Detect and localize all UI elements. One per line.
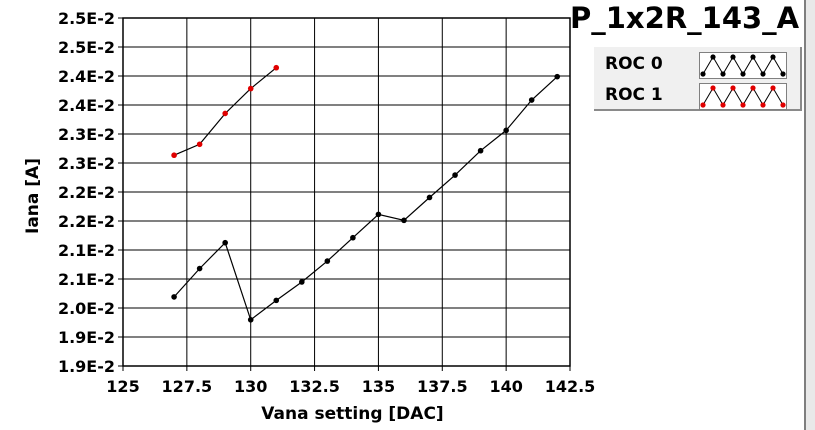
x-tick-label: 132.5 xyxy=(289,377,340,396)
data-point-1 xyxy=(273,64,280,71)
legend-marker xyxy=(710,85,716,91)
y-tick-label: 2.1E-2 xyxy=(58,270,115,289)
legend-entry-roc1: ROC 1 xyxy=(594,81,800,111)
y-tick-label: 2.5E-2 xyxy=(58,9,115,28)
legend-marker xyxy=(730,85,736,91)
data-point-1 xyxy=(171,152,177,159)
legend-marker xyxy=(720,71,726,77)
y-tick-label: 2.1E-2 xyxy=(58,241,115,260)
data-point-0 xyxy=(196,265,203,272)
x-tick-label: 130 xyxy=(234,377,267,396)
legend: ROC 0 ROC 1 xyxy=(594,47,802,111)
legend-marker xyxy=(740,71,746,77)
data-point-0 xyxy=(452,172,458,178)
x-axis-title: Vana setting [DAC] xyxy=(261,404,443,424)
y-tick-label: 2.2E-2 xyxy=(58,212,115,231)
data-point-1 xyxy=(222,110,228,117)
y-tick-label: 2.4E-2 xyxy=(58,67,115,86)
legend-marker xyxy=(780,102,786,108)
x-tick-label: 137.5 xyxy=(417,377,468,396)
series-line-0 xyxy=(173,76,558,321)
data-point-1 xyxy=(196,141,203,148)
legend-label-roc0: ROC 0 xyxy=(605,54,663,74)
legend-entry-roc0: ROC 0 xyxy=(594,50,800,80)
legend-marker xyxy=(700,102,706,108)
y-tick-label: 2.5E-2 xyxy=(58,38,115,57)
legend-swatch-roc1 xyxy=(699,83,787,110)
data-point-0 xyxy=(171,294,177,300)
plot-frame xyxy=(122,17,571,367)
data-point-0 xyxy=(528,97,535,103)
window-frame-edge xyxy=(804,0,815,430)
data-point-0 xyxy=(222,239,228,246)
legend-line-roc1-icon xyxy=(700,85,786,108)
legend-line-roc0-icon xyxy=(700,54,786,77)
legend-marker xyxy=(770,54,776,60)
legend-marker xyxy=(770,85,776,91)
legend-swatch-roc0 xyxy=(699,52,787,79)
y-tick-label: 2.3E-2 xyxy=(58,154,115,173)
y-tick-label: 2.2E-2 xyxy=(58,183,115,202)
x-tick-label: 135 xyxy=(362,377,395,396)
data-point-0 xyxy=(426,194,433,201)
y-tick-label: 2.3E-2 xyxy=(58,125,115,144)
legend-marker xyxy=(760,71,766,77)
data-point-0 xyxy=(247,316,254,323)
legend-label-roc1: ROC 1 xyxy=(605,85,663,105)
data-point-0 xyxy=(324,258,331,264)
y-tick-label: 2.4E-2 xyxy=(58,96,115,115)
y-tick-label: 2.0E-2 xyxy=(58,299,115,318)
x-tick-label: 127.5 xyxy=(162,377,213,396)
data-point-0 xyxy=(273,297,280,304)
chart-title: P_1x2R_143_A xyxy=(570,1,800,35)
x-tick-label: 125 xyxy=(106,377,139,396)
legend-marker xyxy=(710,54,716,60)
data-point-0 xyxy=(503,127,509,134)
y-axis-title: Iana [A] xyxy=(23,158,43,234)
legend-marker xyxy=(780,71,786,77)
y-tick-label: 1.9E-2 xyxy=(58,357,115,376)
data-point-0 xyxy=(350,234,356,241)
data-point-1 xyxy=(247,85,254,92)
y-tick-label: 1.9E-2 xyxy=(58,328,115,347)
x-tick-label: 140 xyxy=(489,377,522,396)
legend-marker xyxy=(720,102,726,108)
legend-marker xyxy=(750,54,756,60)
legend-marker xyxy=(750,85,756,91)
legend-marker xyxy=(740,102,746,108)
legend-marker xyxy=(730,54,736,60)
data-point-0 xyxy=(401,217,407,224)
data-point-0 xyxy=(477,147,484,154)
data-point-0 xyxy=(299,279,305,285)
data-point-0 xyxy=(554,73,561,80)
legend-marker xyxy=(760,102,766,108)
data-point-0 xyxy=(375,211,382,218)
legend-marker xyxy=(700,71,706,77)
x-tick-label: 142.5 xyxy=(545,377,596,396)
